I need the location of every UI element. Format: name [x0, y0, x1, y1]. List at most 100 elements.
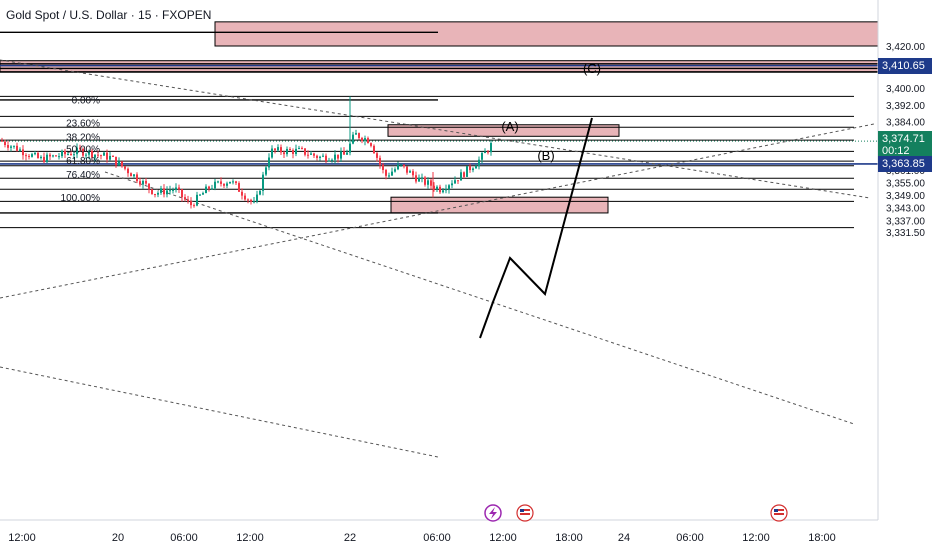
candle — [244, 193, 246, 201]
candle — [283, 150, 285, 158]
candle — [373, 144, 375, 154]
candle — [250, 198, 252, 205]
candle — [151, 188, 153, 195]
candle-body — [103, 152, 105, 156]
candle-body — [52, 155, 54, 157]
candle-body — [325, 155, 327, 161]
x-axis-tick-label: 22 — [344, 532, 356, 544]
candle — [295, 144, 297, 157]
y-axis-tick-label: 3,343.00 — [886, 204, 925, 215]
candle — [448, 184, 450, 194]
lightning-event-icon[interactable] — [484, 504, 502, 522]
candle-body — [208, 186, 210, 189]
candle-body — [133, 174, 135, 177]
candle — [139, 177, 141, 187]
candle — [490, 140, 492, 156]
candle-body — [403, 164, 405, 167]
candle — [154, 193, 156, 198]
candle-body — [181, 189, 183, 198]
fib-level-label: 38.20% — [66, 133, 100, 144]
candle-body — [250, 199, 252, 202]
candle — [232, 179, 234, 185]
candle — [112, 155, 114, 157]
candle-body — [286, 148, 288, 155]
candle-body — [244, 195, 246, 200]
candle-body — [424, 177, 426, 185]
candle-body — [331, 159, 333, 161]
candle-body — [79, 147, 81, 149]
candle-body — [241, 191, 243, 196]
supply-demand-zone[interactable] — [387, 124, 620, 137]
candle-body — [292, 150, 294, 155]
candle-body — [13, 145, 15, 147]
x-axis-tick-label: 06:00 — [170, 532, 198, 544]
candle — [394, 167, 396, 173]
candle — [238, 181, 240, 192]
price-badge: 3,363.85 — [878, 155, 932, 172]
candle-body — [391, 171, 393, 176]
supply-demand-zone[interactable] — [214, 21, 879, 47]
candle — [214, 178, 216, 191]
candle-body — [265, 167, 267, 175]
candle-body — [373, 145, 375, 154]
candle-body — [121, 161, 123, 167]
candle — [472, 167, 474, 173]
candle-body — [289, 148, 291, 151]
candle-body — [484, 151, 486, 154]
candle — [376, 151, 378, 162]
candle-body — [316, 155, 318, 158]
candle-body — [460, 172, 462, 181]
x-axis-tick-label: 12:00 — [489, 532, 517, 544]
x-axis-tick-label: 06:00 — [423, 532, 451, 544]
candle-body — [355, 133, 357, 135]
candle-body — [175, 187, 177, 190]
candle-body — [34, 152, 36, 155]
candle — [340, 147, 342, 163]
supply-demand-zone[interactable] — [0, 60, 879, 73]
candle — [415, 171, 417, 184]
candle — [223, 183, 225, 189]
candle-body — [172, 189, 174, 191]
candle-body — [10, 146, 12, 148]
candle — [442, 187, 444, 194]
candle — [70, 150, 72, 156]
candle-body — [307, 154, 309, 156]
candle — [346, 149, 348, 155]
candle-body — [310, 153, 312, 155]
candle — [124, 166, 126, 171]
candle — [115, 156, 117, 168]
candle-body — [49, 154, 51, 157]
candle — [55, 154, 57, 157]
candle-body — [40, 156, 42, 159]
candle — [241, 188, 243, 200]
candle — [202, 191, 204, 195]
candle — [226, 181, 228, 189]
us-flag-event-icon[interactable] — [770, 504, 788, 522]
candle — [439, 184, 441, 194]
candle — [412, 169, 414, 178]
candle — [454, 176, 456, 184]
candle-body — [202, 193, 204, 195]
dashed-trendline[interactable] — [0, 59, 871, 199]
dashed-trendline[interactable] — [0, 123, 875, 299]
candle-body — [163, 188, 165, 195]
candle-body — [238, 183, 240, 192]
candle-body — [259, 190, 261, 195]
candle — [67, 151, 69, 156]
dashed-trendline[interactable] — [0, 366, 439, 458]
candle-body — [82, 148, 84, 156]
candle-body — [415, 175, 417, 182]
candle-body — [343, 151, 345, 155]
candle-body — [199, 194, 201, 196]
candle — [4, 139, 6, 148]
fib-level-label: 61.80% — [66, 156, 100, 167]
candle — [220, 177, 222, 187]
candle — [172, 187, 174, 194]
wave-projection-path[interactable] — [479, 117, 593, 339]
candle — [49, 152, 51, 160]
candle — [199, 193, 201, 196]
candle-body — [106, 152, 108, 160]
us-flag-event-icon[interactable] — [516, 504, 534, 522]
supply-demand-zone[interactable] — [390, 196, 609, 214]
